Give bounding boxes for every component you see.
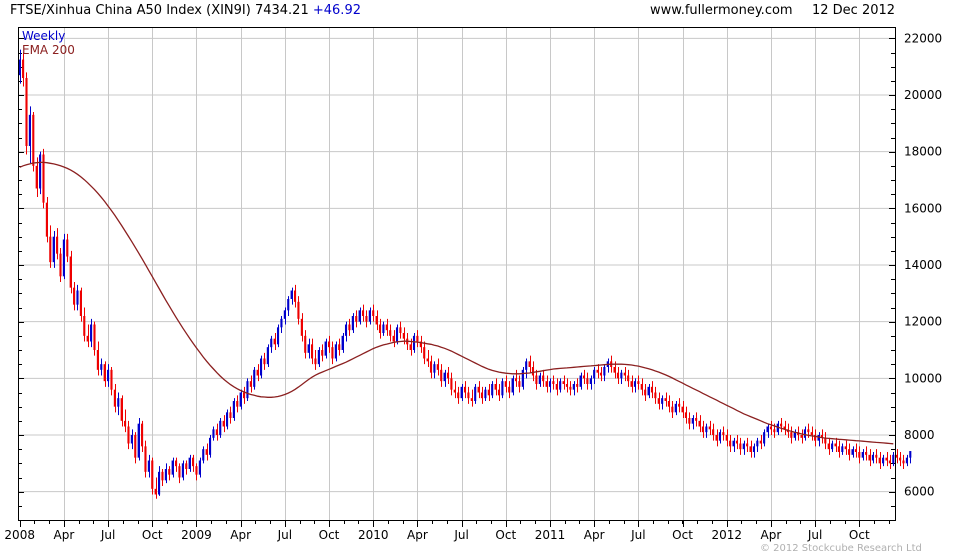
x-tick-label: Jul — [630, 528, 645, 542]
x-tick-label: 2012 — [711, 528, 742, 542]
y-tick-label: 10000 — [904, 371, 942, 385]
x-tick-label: Oct — [849, 528, 870, 542]
legend-ema-label: EMA 200 — [22, 43, 75, 57]
copyright-notice: © 2012 Stockcube Research Ltd — [760, 543, 922, 554]
source-website: www.fullermoney.com — [650, 3, 793, 18]
y-tick-label: 14000 — [904, 258, 942, 272]
ema-200-line — [19, 161, 894, 445]
candlestick-series — [18, 49, 912, 499]
x-tick-label: Apr — [761, 528, 782, 542]
x-tick-label: Apr — [230, 528, 251, 542]
x-tick-label: Apr — [407, 528, 428, 542]
legend-period-label: Weekly — [22, 29, 65, 43]
x-tick-label: Apr — [584, 528, 605, 542]
chart-title-text: FTSE/Xinhua China A50 Index (XIN9I) 7434… — [10, 3, 309, 18]
x-tick-label: Oct — [142, 528, 163, 542]
x-tick-label: Jul — [453, 528, 468, 542]
x-axis-labels: 2008 Apr Jul Oct 2009 Apr Jul Oct 2010 Apr Jul Oct 2… — [4, 528, 870, 542]
y-tick-label: 22000 — [904, 31, 942, 45]
y-tick-label: 16000 — [904, 201, 942, 215]
x-tick-label: 2008 — [4, 528, 35, 542]
x-tick-label: Jul — [807, 528, 822, 542]
chart-date: 12 Dec 2012 — [812, 3, 896, 18]
x-tick-label: Apr — [54, 528, 75, 542]
y-tick-label: 20000 — [904, 88, 942, 102]
y-tick-label: 6000 — [904, 485, 935, 499]
x-tick-label: Jul — [277, 528, 292, 542]
x-tick-label: Oct — [319, 528, 340, 542]
chart-title: FTSE/Xinhua China A50 Index (XIN9I) 7434… — [10, 3, 361, 18]
x-tick-label: 2009 — [181, 528, 212, 542]
chart-change-value: +46.92 — [312, 3, 361, 18]
x-tick-label: Oct — [672, 528, 693, 542]
x-tick-label: Oct — [495, 528, 516, 542]
y-axis-labels: 6000 8000 10000 12000 14000 16000 18000 20000 22… — [904, 31, 942, 498]
axis-ticks — [18, 38, 895, 527]
x-tick-label: Jul — [100, 528, 115, 542]
y-tick-label: 18000 — [904, 145, 942, 159]
x-tick-label: 2010 — [358, 528, 389, 542]
y-tick-label: 8000 — [904, 428, 935, 442]
y-tick-label: 12000 — [904, 315, 942, 329]
x-tick-label: 2011 — [535, 528, 566, 542]
plot-frame — [18, 27, 896, 521]
gridlines — [18, 27, 895, 520]
